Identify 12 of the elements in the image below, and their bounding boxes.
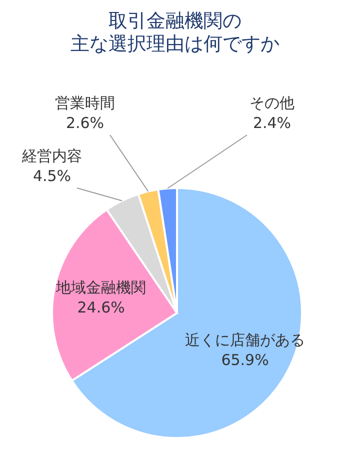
data-label: 2.6% [66, 114, 104, 132]
data-label: 2.4% [252, 114, 292, 132]
slice-label: 近くに店舗がある [185, 331, 306, 350]
data-label: 65.9% [221, 351, 269, 370]
chart-title: 取引金融機関の [108, 10, 242, 32]
data-label: 24.6% [77, 298, 125, 317]
slice-label: 地域金融機関 [55, 278, 146, 297]
slice-label: 営業時間 [55, 94, 115, 112]
chart-subtitle: 主な選択理由は何ですか [70, 33, 280, 55]
data-label: 4.5% [32, 167, 72, 185]
slice-label: その他 [250, 94, 294, 112]
slice-label: 経営内容 [21, 147, 82, 165]
